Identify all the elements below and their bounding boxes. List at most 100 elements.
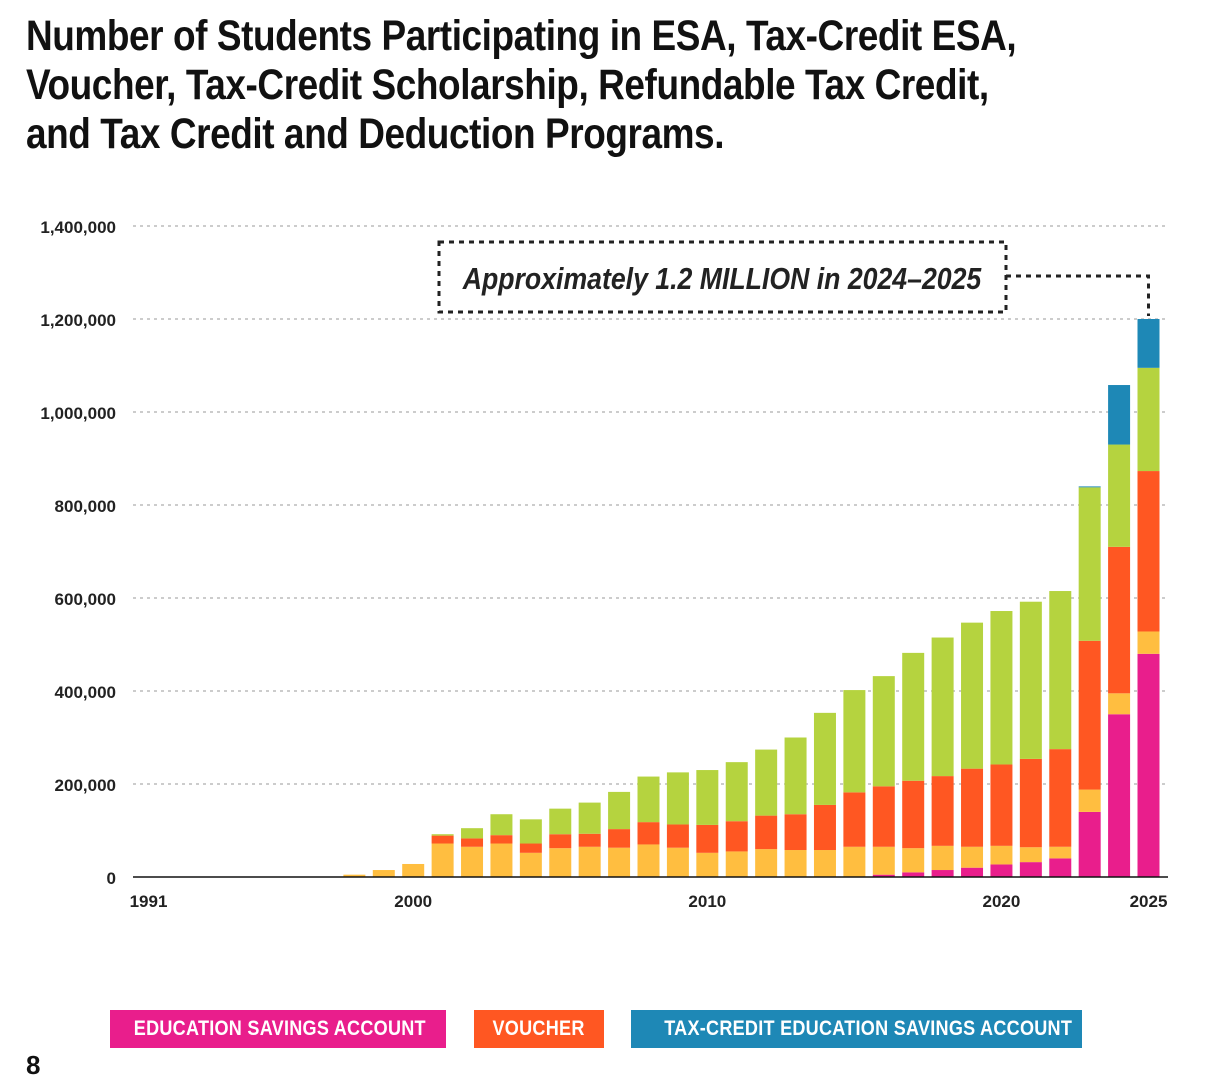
bar-segment (990, 864, 1013, 877)
bar-segment (696, 852, 719, 877)
bar-segment (931, 776, 954, 846)
bar-segment (872, 874, 895, 877)
bar-segment (1078, 640, 1101, 790)
bar-segment (1019, 862, 1042, 877)
title-line-1: Number of Students Participating in ESA,… (26, 12, 1017, 60)
bar-segment (637, 822, 660, 845)
annotation: Approximately 1.2 MILLION in 2024–2025 (437, 240, 1150, 316)
legend-esa: EDUCATION SAVINGS ACCOUNT (110, 1010, 446, 1048)
bar-segment (519, 819, 542, 844)
y-tick-label: 1,200,000 (40, 311, 116, 330)
bar-segment (1108, 444, 1131, 547)
bar-segment (696, 824, 719, 853)
y-tick-label: 1,000,000 (40, 404, 116, 423)
bar-segment (666, 847, 689, 877)
bar-segment (637, 844, 660, 877)
bar-segment (990, 764, 1013, 846)
x-tick-label: 2010 (688, 892, 726, 911)
bar-segment (343, 874, 366, 877)
bar-segment (1137, 471, 1160, 632)
bar-segment (1108, 385, 1131, 445)
bar-segment (784, 814, 807, 851)
bar-segment (490, 843, 513, 877)
bar-segment (696, 770, 719, 825)
bar-segment (1108, 546, 1131, 694)
bar-segment (902, 872, 925, 877)
bar-segment (1049, 591, 1072, 750)
bar-segment (578, 802, 601, 834)
bar-segment (961, 768, 984, 847)
bar-segment (1049, 749, 1072, 847)
bar-segment (843, 792, 866, 847)
bar-segment (725, 851, 748, 877)
bar-segment (990, 611, 1013, 765)
bars (137, 319, 1160, 878)
bar-segment (461, 828, 484, 839)
bar-segment (755, 749, 778, 816)
bar-segment (1078, 811, 1101, 877)
bar-segment (961, 867, 984, 877)
title-line-2: Voucher, Tax-Credit Scholarship, Refunda… (26, 61, 989, 109)
bar-segment (813, 712, 836, 805)
bar-segment (931, 870, 954, 877)
bar-segment (843, 846, 866, 877)
bar-segment (813, 850, 836, 877)
bar-segment (1137, 653, 1160, 877)
bar-segment (608, 791, 631, 830)
x-axis-ticks: 1991 2000 2010 2020 2025 (130, 892, 1168, 911)
annotation-leader (1006, 274, 1150, 316)
bar-segment (902, 780, 925, 849)
bar-segment (1019, 758, 1042, 848)
bar-segment (872, 786, 895, 847)
y-axis-ticks: 0 200,000 400,000 600,000 800,000 1,000,000 1,… (40, 218, 116, 888)
y-tick-label: 1,400,000 (40, 218, 116, 237)
bar-segment (519, 843, 542, 853)
bar-segment (755, 815, 778, 850)
y-tick-label: 400,000 (55, 683, 116, 702)
bar-segment (549, 808, 572, 835)
bar-segment (990, 845, 1013, 865)
bar-segment (961, 622, 984, 769)
bar-segment (549, 834, 572, 849)
bar-segment (608, 829, 631, 848)
bar-segment (461, 846, 484, 877)
y-tick-label: 600,000 (55, 590, 116, 609)
bar-segment (784, 850, 807, 877)
bar-segment (1137, 631, 1160, 654)
bar-segment (755, 849, 778, 877)
bar-segment (1078, 789, 1101, 812)
bar-segment (461, 838, 484, 847)
bar-segment (490, 814, 513, 836)
bar-segment (902, 848, 925, 873)
bar-segment (519, 852, 542, 877)
y-tick-label: 200,000 (55, 776, 116, 795)
bar-segment (1108, 714, 1131, 877)
annotation-text: Approximately 1.2 MILLION in 2024–2025 (462, 262, 982, 296)
bar-segment (402, 863, 425, 877)
bar-segment (1137, 319, 1160, 368)
bar-segment (549, 848, 572, 877)
chart-title: Number of Students Participating in ESA,… (26, 12, 1024, 159)
bar-segment (813, 804, 836, 851)
x-tick-label: 2000 (394, 892, 432, 911)
bar-segment (490, 835, 513, 844)
bar-segment (1049, 846, 1072, 859)
bar-segment (872, 676, 895, 787)
legend-tax-credit-esa: TAX-CREDIT EDUCATION SAVINGS ACCOUNT (631, 1010, 1082, 1048)
bar-segment (931, 637, 954, 777)
bar-segment (431, 834, 454, 836)
bar-segment (372, 870, 395, 877)
bar-segment (1019, 601, 1042, 759)
bar-segment (666, 772, 689, 825)
bar-segment (931, 845, 954, 871)
bar-segment (578, 833, 601, 847)
bar-segment (961, 846, 984, 868)
stacked-bar-chart: 0 200,000 400,000 600,000 800,000 1,000,000 1,… (40, 218, 1168, 911)
bar-segment (431, 843, 454, 877)
bar-segment (1019, 847, 1042, 863)
bar-segment (637, 776, 660, 823)
bar-segment (1137, 367, 1160, 472)
bar-segment (431, 835, 454, 844)
bar-segment (1049, 858, 1072, 877)
bar-segment (872, 846, 895, 875)
